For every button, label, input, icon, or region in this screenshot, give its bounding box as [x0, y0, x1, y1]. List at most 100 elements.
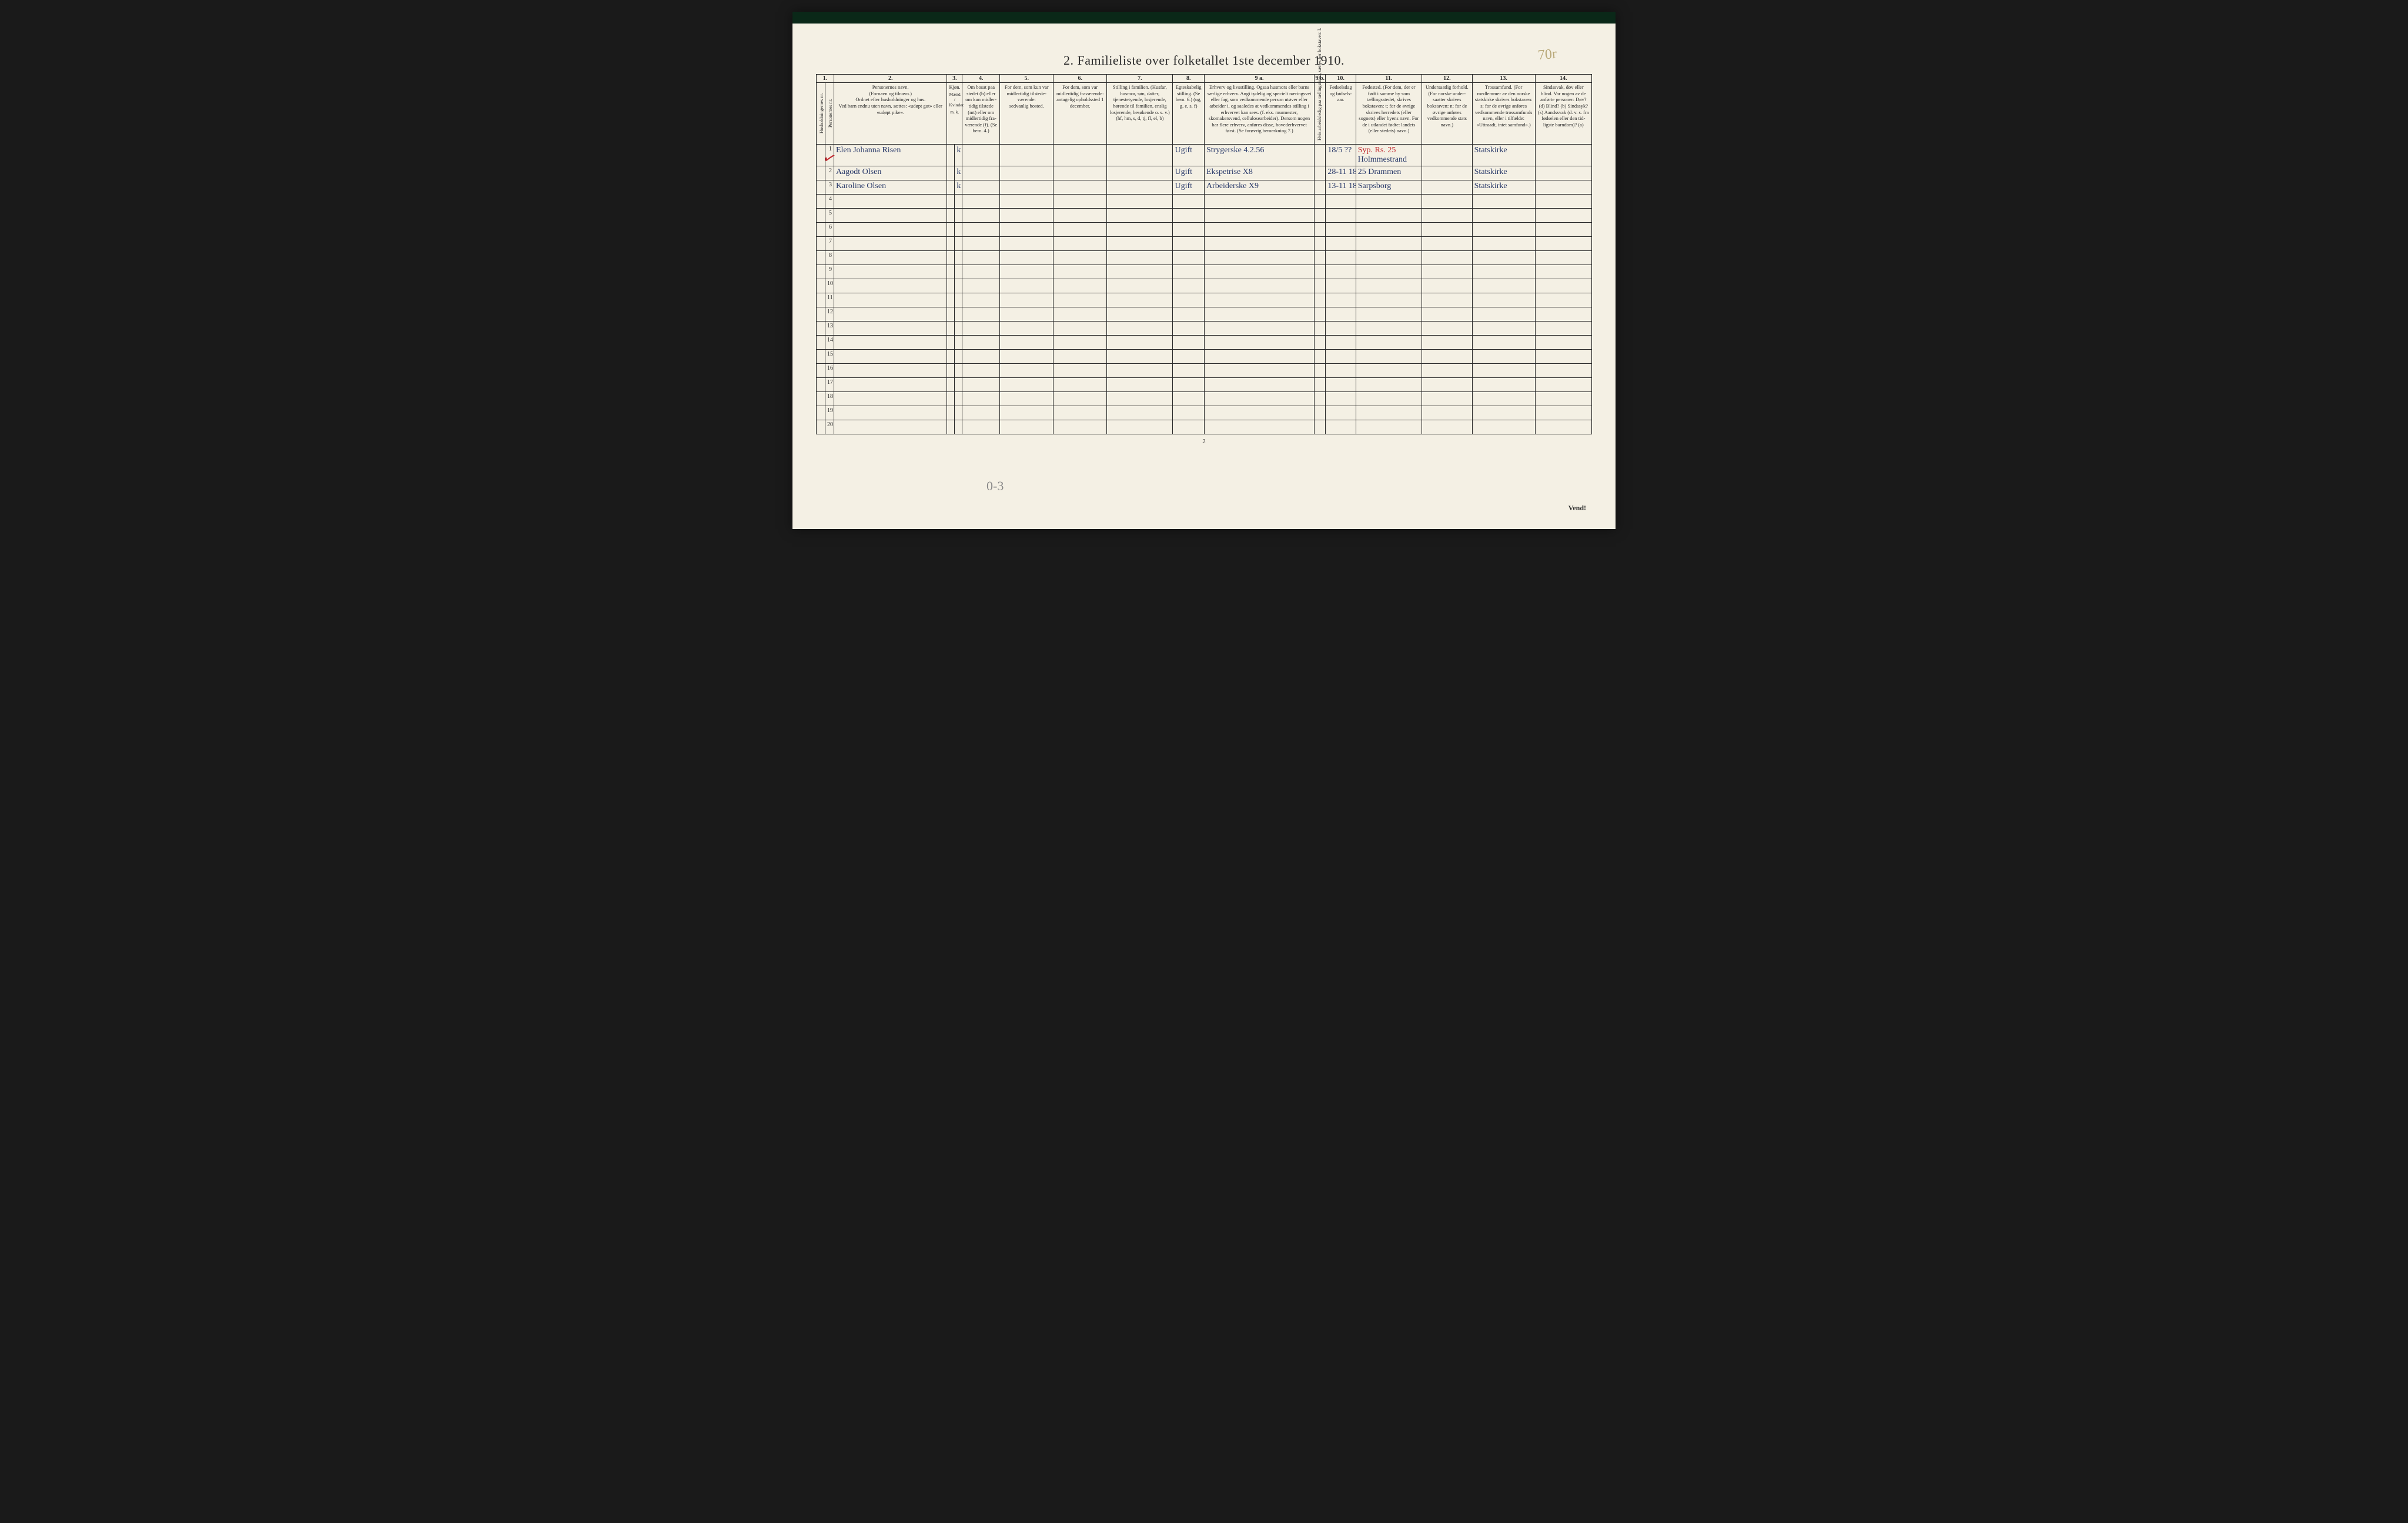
cell: 3 [825, 180, 834, 195]
cell: 8 [825, 251, 834, 265]
cell [1315, 307, 1326, 322]
cell [1107, 293, 1173, 307]
cell [1472, 251, 1535, 265]
col-religion: Trossamfund. (For medlemmer av den norsk… [1472, 83, 1535, 145]
cell [1000, 336, 1054, 350]
colnum-12: 12. [1422, 75, 1473, 83]
cell [1054, 350, 1107, 364]
cell [1472, 378, 1535, 392]
cell [947, 307, 955, 322]
cell [1204, 406, 1314, 420]
cell [1204, 209, 1314, 223]
cell [817, 392, 825, 406]
cell [1204, 265, 1314, 279]
cell [955, 237, 962, 251]
table-row: 2Aagodt OlsenkUgiftEkspetrise X828-11 18… [817, 166, 1592, 180]
cell [947, 265, 955, 279]
cell [1472, 420, 1535, 434]
cell [1356, 195, 1422, 209]
cell [1326, 336, 1356, 350]
cell: Strygerske 4.2.56 [1204, 145, 1314, 166]
cell [1472, 195, 1535, 209]
cell [1326, 307, 1356, 322]
cell [1315, 209, 1326, 223]
cell [1107, 279, 1173, 293]
cell [1107, 180, 1173, 195]
colnum-10: 10. [1326, 75, 1356, 83]
cell [947, 420, 955, 434]
cell [1107, 364, 1173, 378]
cell [1173, 251, 1204, 265]
cell [1000, 279, 1054, 293]
cell [1315, 166, 1326, 180]
cell: k [955, 166, 962, 180]
cell [1204, 195, 1314, 209]
cell [1000, 364, 1054, 378]
cell [962, 420, 1000, 434]
cell [1472, 392, 1535, 406]
cell [1535, 392, 1591, 406]
table-row: 14 [817, 336, 1592, 350]
col-person-nr: Personernes nr. [825, 83, 834, 145]
cell [1173, 420, 1204, 434]
cell [1054, 223, 1107, 237]
cell [1472, 322, 1535, 336]
cell [1535, 166, 1591, 180]
cell [1000, 180, 1054, 195]
cell [1000, 209, 1054, 223]
cell [1422, 420, 1473, 434]
cell [1315, 265, 1326, 279]
cell [1204, 392, 1314, 406]
cell [1422, 364, 1473, 378]
cell [1315, 293, 1326, 307]
cell [1173, 209, 1204, 223]
cell [817, 166, 825, 180]
cell [1315, 392, 1326, 406]
cell [817, 237, 825, 251]
col-sex-sub: Mænd. / Kvinder. [949, 92, 960, 108]
cell [1054, 378, 1107, 392]
cell: k [955, 145, 962, 166]
colnum-2: 2. [834, 75, 947, 83]
cell [1535, 251, 1591, 265]
cell [962, 364, 1000, 378]
cell [1326, 350, 1356, 364]
cell [1107, 392, 1173, 406]
cell: 5 [825, 209, 834, 223]
cell [1107, 166, 1173, 180]
cell [817, 223, 825, 237]
cell [1315, 180, 1326, 195]
cell: 4 [825, 195, 834, 209]
cell [1535, 223, 1591, 237]
cell [1356, 406, 1422, 420]
cell [1422, 251, 1473, 265]
colnum-1: 1. [817, 75, 834, 83]
column-label-row: Husholdningernes nr. Personernes nr. Per… [817, 83, 1592, 145]
colnum-9a: 9 a. [1204, 75, 1314, 83]
cell [962, 336, 1000, 350]
cell [947, 350, 955, 364]
vend-label: Vend! [1568, 504, 1586, 513]
cell [1326, 420, 1356, 434]
cell [1054, 336, 1107, 350]
cell [1204, 364, 1314, 378]
cell [1054, 251, 1107, 265]
colnum-14: 14. [1535, 75, 1591, 83]
colnum-7: 7. [1107, 75, 1173, 83]
cell [1315, 406, 1326, 420]
cell: Syp. Rs. 25Holmmestrand [1356, 145, 1422, 166]
cell [1204, 420, 1314, 434]
col-citizenship: Undersaatlig forhold. (For norske under­… [1422, 83, 1473, 145]
cell [1535, 307, 1591, 322]
cell [947, 293, 955, 307]
cell [1315, 364, 1326, 378]
cell: 12 [825, 307, 834, 322]
cell [1422, 237, 1473, 251]
cell [1173, 322, 1204, 336]
table-row: 3Karoline OlsenkUgiftArbeiderske X913-11… [817, 180, 1592, 195]
cell [1326, 279, 1356, 293]
table-row: 1Elen Johanna RisenkUgiftStrygerske 4.2.… [817, 145, 1592, 166]
census-page: 2. Familieliste over folketallet 1ste de… [792, 12, 1616, 529]
cell [947, 336, 955, 350]
cell [1422, 145, 1473, 166]
